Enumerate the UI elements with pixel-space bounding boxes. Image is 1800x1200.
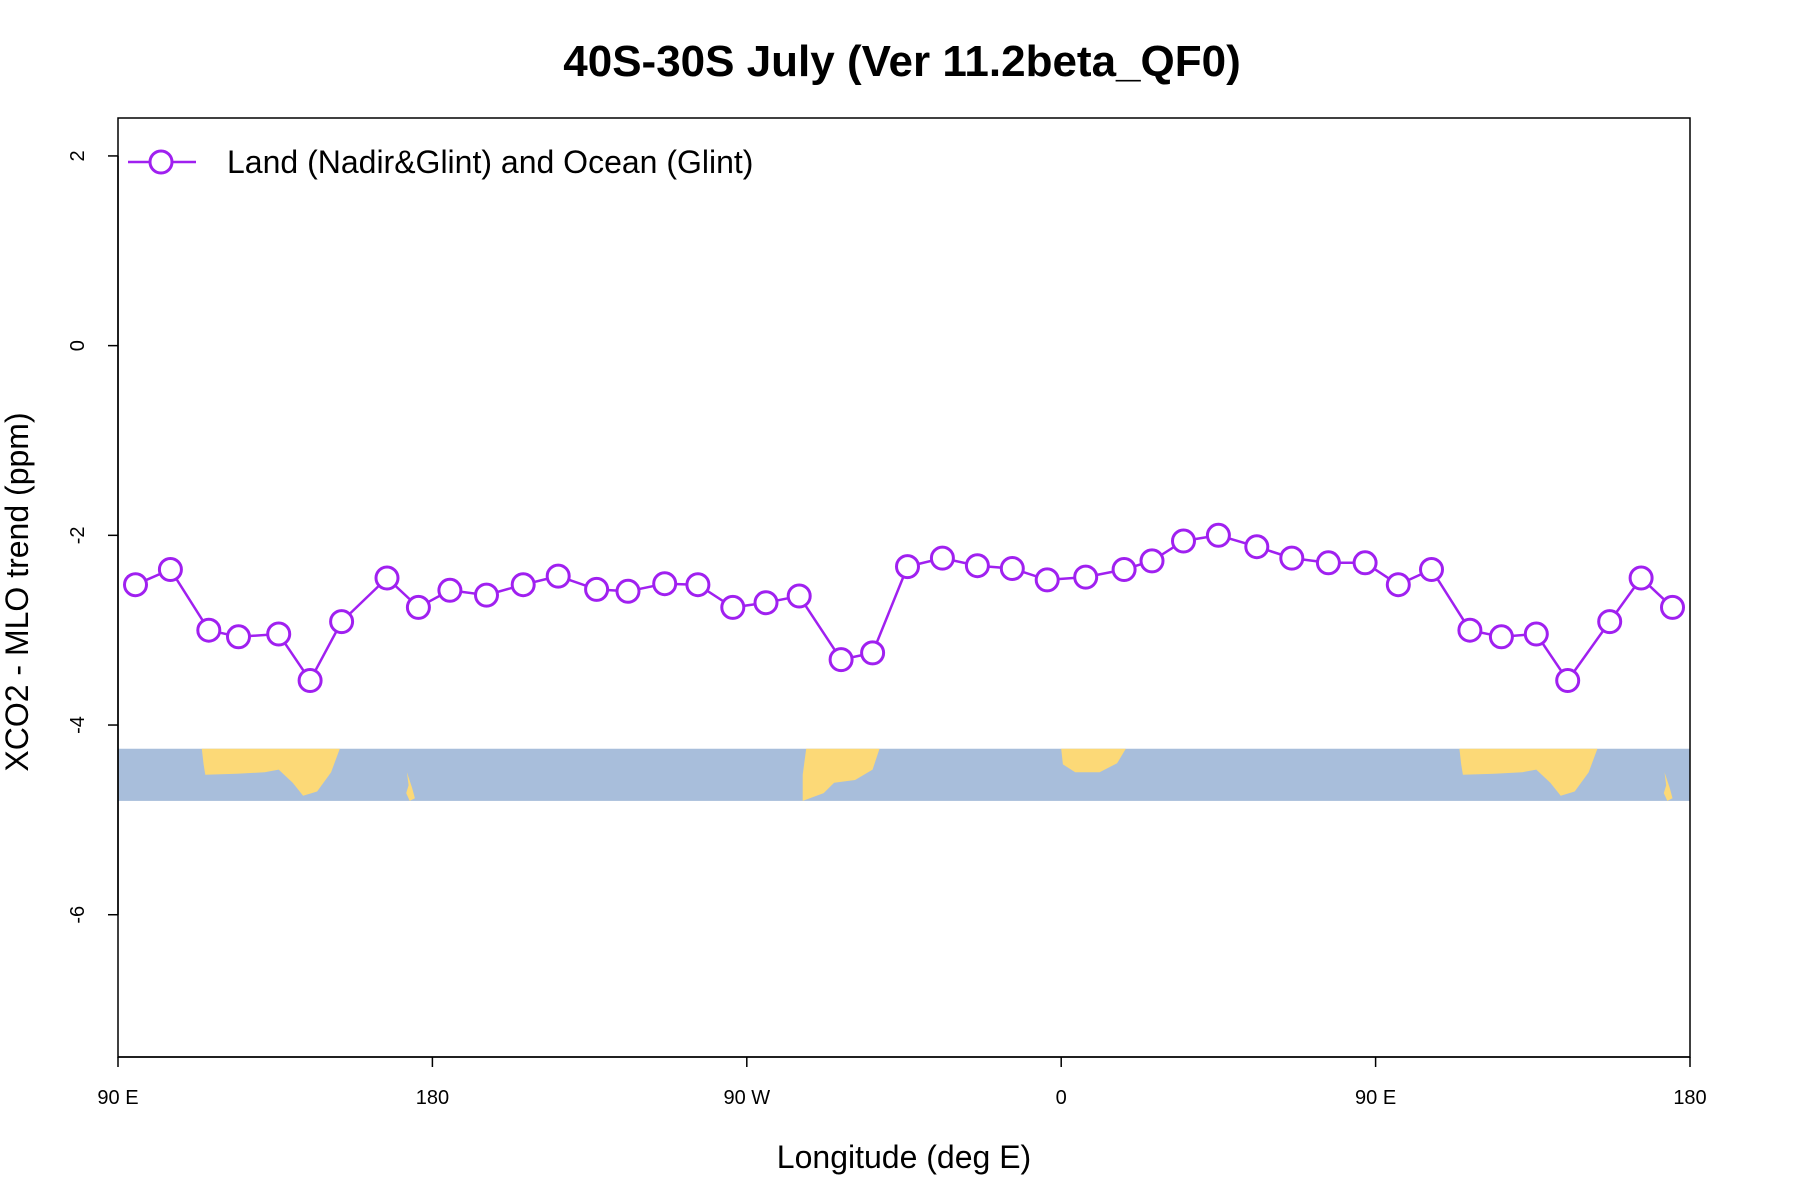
data-point: [860, 640, 886, 666]
ocean-band: [118, 748, 1690, 801]
data-point: [1523, 621, 1549, 647]
y-tick-label: -2: [67, 526, 89, 544]
data-point: [123, 572, 148, 598]
data-point: [584, 576, 610, 602]
legend-label: Land (Nadir&Glint) and Ocean (Glint): [227, 144, 753, 180]
x-tick-label: 90 E: [97, 1087, 138, 1109]
data-point: [615, 578, 641, 604]
data-point: [1244, 534, 1270, 560]
x-tick-label: 180: [416, 1087, 449, 1109]
data-point: [1073, 564, 1099, 590]
data-point: [964, 553, 990, 579]
data-point: [1628, 565, 1654, 591]
data-point: [510, 572, 536, 598]
plot-border: [117, 117, 1691, 1058]
data-point: [1555, 668, 1581, 693]
data-point: [297, 668, 323, 693]
y-axis-label: XCO2 - MLO trend (ppm): [0, 412, 35, 771]
data-point: [1279, 545, 1305, 571]
data-point: [1488, 624, 1514, 650]
y-tick-label: 0: [67, 340, 89, 351]
data-point: [828, 647, 854, 673]
data-point: [1597, 609, 1623, 635]
land-australia-repeat: [1459, 748, 1598, 796]
data-point: [474, 582, 499, 608]
x-axis-label: Longitude (deg E): [777, 1139, 1031, 1175]
data-point: [1660, 594, 1685, 620]
data-point: [895, 554, 920, 580]
data-point: [329, 609, 355, 635]
x-tick-label: 90 E: [1355, 1087, 1396, 1109]
data-point: [999, 556, 1025, 581]
map-strip: [118, 748, 1690, 801]
data-point: [1352, 550, 1378, 576]
data-point: [1111, 557, 1137, 582]
data-point: [266, 621, 292, 647]
data-point: [685, 572, 711, 598]
legend-marker: [148, 149, 174, 175]
data-point: [405, 594, 431, 620]
data-point: [1385, 572, 1411, 598]
x-tick-label: 0: [1056, 1087, 1067, 1109]
land-australia: [201, 748, 340, 796]
series-layer: [123, 522, 1685, 693]
data-point: [374, 565, 400, 591]
data-point: [437, 577, 463, 603]
y-tick-label: -4: [67, 716, 89, 734]
x-tick-label: 180: [1673, 1087, 1706, 1109]
y-tick-label: 2: [67, 150, 89, 161]
data-point: [1205, 522, 1231, 548]
y-tick-label: -6: [67, 906, 89, 924]
data-point: [1457, 617, 1483, 643]
data-point: [652, 571, 678, 597]
chart-title: 40S-30S July (Ver 11.2beta_QF0): [563, 37, 1241, 86]
data-point: [1419, 557, 1444, 582]
x-axis: 90 E 180 90 W 0 90 E 180: [97, 1056, 1707, 1109]
land-south-america: [802, 748, 880, 801]
series-group: [123, 522, 1685, 693]
y-axis: 2 0 -2 -4 -6: [67, 150, 119, 924]
legend: Land (Nadir&Glint) and Ocean (Glint): [128, 144, 753, 180]
data-point: [1171, 528, 1196, 554]
land-southern-africa: [1061, 748, 1126, 773]
data-point: [786, 583, 812, 609]
land-new-zealand-repeat: [1663, 772, 1673, 801]
data-point: [157, 557, 183, 582]
land-new-zealand: [406, 772, 415, 801]
data-point: [720, 594, 746, 620]
data-point: [545, 563, 571, 589]
data-point: [753, 590, 779, 616]
data-point: [1139, 548, 1165, 574]
x-tick-label: 90 W: [723, 1087, 770, 1109]
data-point: [929, 545, 955, 571]
data-point: [226, 624, 251, 650]
data-point: [1034, 567, 1060, 593]
data-point: [196, 617, 222, 643]
data-point: [1315, 550, 1341, 576]
